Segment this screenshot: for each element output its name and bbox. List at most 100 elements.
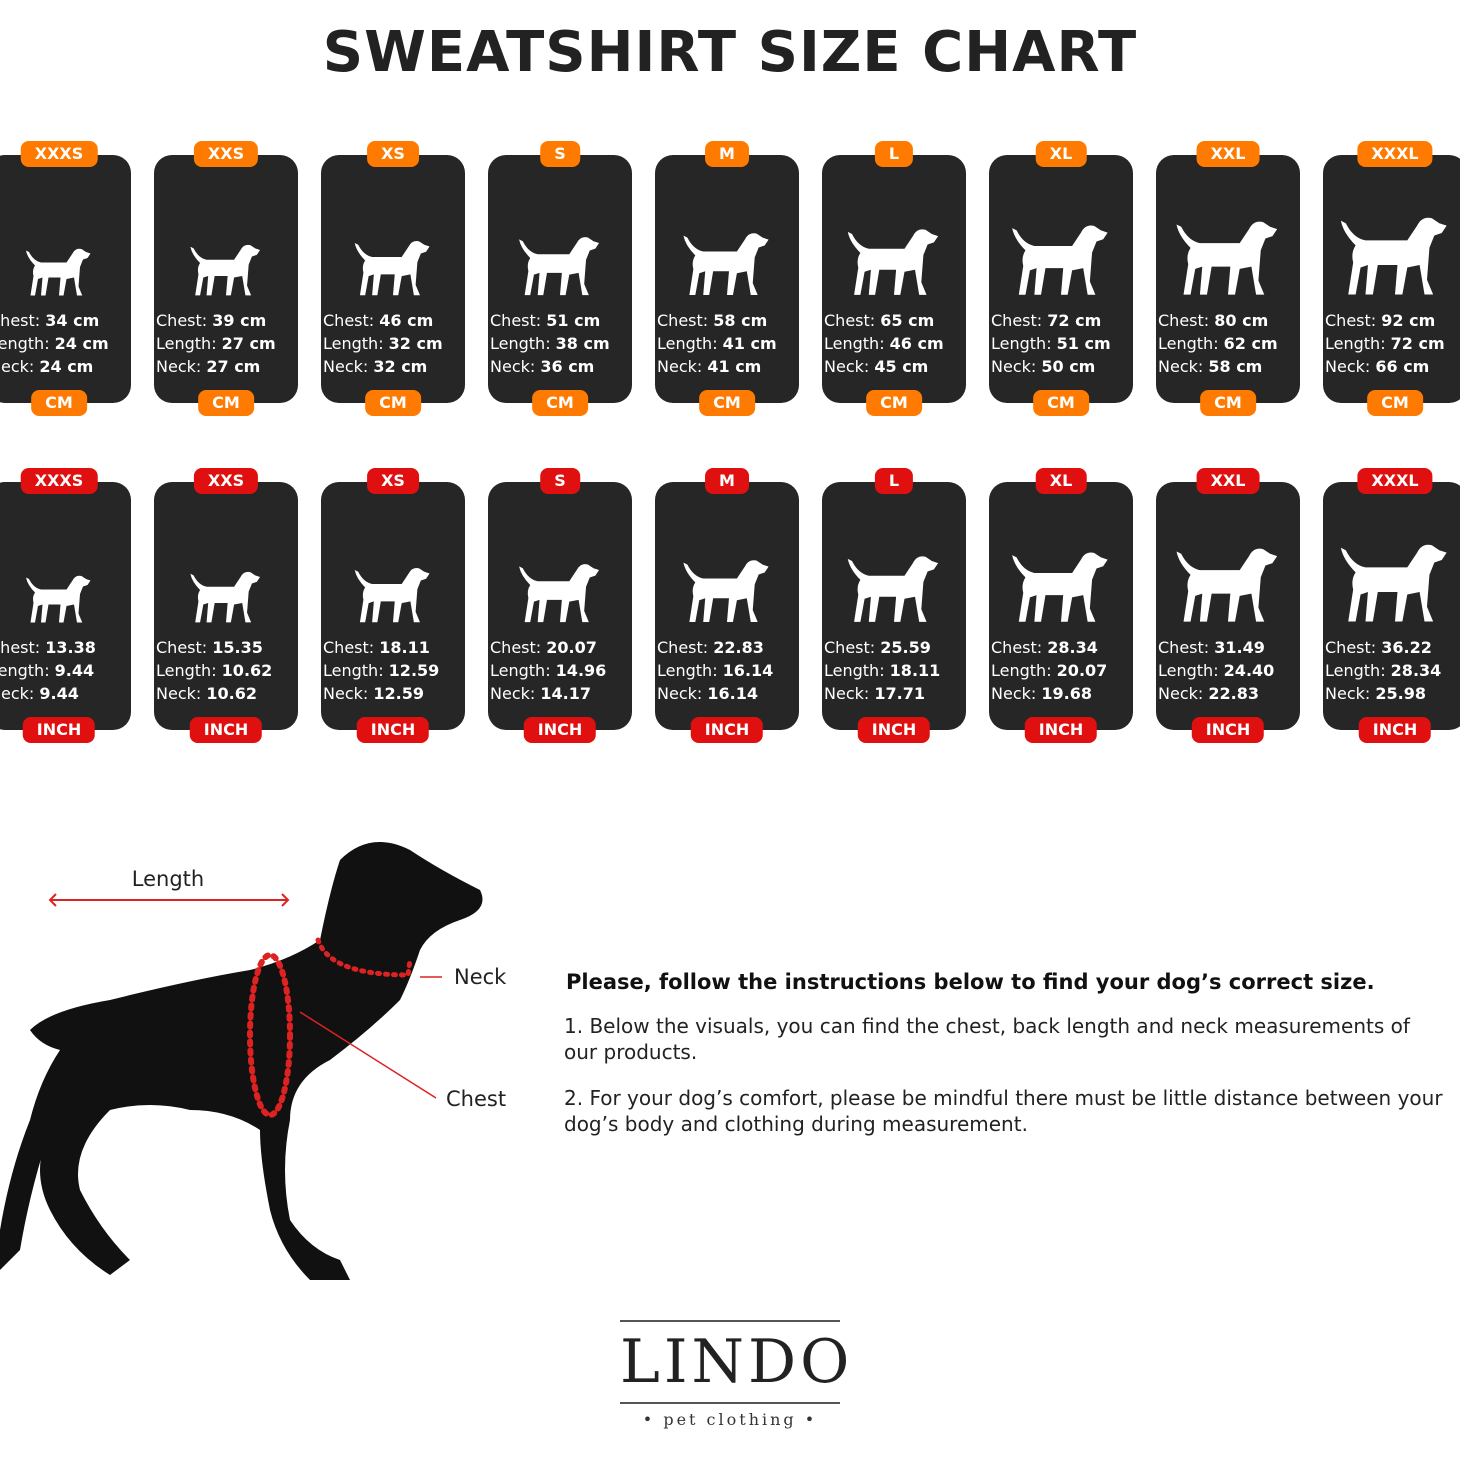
measure-label: Neck: (0, 684, 35, 703)
measure-value: 41 cm (707, 357, 762, 376)
dog-shape (354, 567, 430, 623)
measure-label: Chest: (323, 311, 375, 330)
measure-line: Neck: 17.71 (824, 684, 925, 703)
size-badge: XXXS (20, 468, 98, 494)
measure-value: 58 cm (1208, 357, 1263, 376)
measure-line: Chest: 51 cm (490, 311, 600, 330)
dog-shape (1012, 225, 1108, 295)
measure-line: Neck: 22.83 (1158, 684, 1259, 703)
measure-line: Length: 9.44 (0, 661, 94, 680)
measure-label: Neck: (490, 684, 536, 703)
measure-line: Neck: 25.98 (1325, 684, 1426, 703)
measure-value: 28.34 (1047, 638, 1098, 657)
measure-line: Neck: 24 cm (0, 357, 93, 376)
size-card: XL Chest: 72 cm Length: 51 cm Neck: 50 cm CM (989, 141, 1133, 416)
measure-value: 22.83 (713, 638, 764, 657)
measure-value: 27 cm (221, 334, 276, 353)
measure-line: Length: 62 cm (1158, 334, 1278, 353)
measure-label: Neck: (657, 684, 703, 703)
measure-value: 10.62 (206, 684, 257, 703)
measure-value: 31.49 (1214, 638, 1265, 657)
logo: LINDO (620, 1320, 849, 1404)
measure-value: 13.38 (45, 638, 96, 657)
measure-line: Chest: 92 cm (1325, 311, 1435, 330)
size-card: XXXSChest: 13.38Length: 9.44Neck: 9.44IN… (0, 468, 131, 743)
measure-label: Length: (1158, 661, 1219, 680)
measure-label: Length: (824, 661, 885, 680)
unit-badge: INCH (1191, 717, 1265, 743)
measure-value: 16.14 (707, 684, 758, 703)
unit-badge: INCH (523, 717, 597, 743)
measure-line: Length: 27 cm (156, 334, 276, 353)
measure-line: Neck: 41 cm (657, 357, 761, 376)
size-card: XS Chest: 18.11 Length: 12.59 Neck: 12.59 IN… (321, 468, 465, 743)
measure-label: Chest: (490, 638, 542, 657)
unit-badge: CM (532, 390, 588, 416)
dog-shape (519, 564, 600, 623)
measure-line: Length: 51 cm (991, 334, 1111, 353)
unit-badge: INCH (690, 717, 764, 743)
measure-label: Neck: (323, 684, 369, 703)
instruction-item: 2. For your dog’s comfort, please be min… (564, 1086, 1443, 1136)
size-card: XXXL Chest: 92 cm Length: 72 cm Neck: 66 cm… (1323, 141, 1460, 416)
measure-value: 72 cm (1047, 311, 1102, 330)
dog-icon (354, 240, 430, 296)
measure-line: Length: 41 cm (657, 334, 777, 353)
dog-icon (354, 567, 430, 623)
measure-label: Chest: (991, 311, 1043, 330)
measure-line: Neck: 10.62 (156, 684, 257, 703)
measure-line: Neck: 12.59 (323, 684, 424, 703)
measure-value: 32 cm (388, 334, 443, 353)
measure-value: 51 cm (546, 311, 601, 330)
measure-value: 18.11 (379, 638, 430, 657)
measure-label: Length: (1158, 334, 1219, 353)
dog-shape (683, 233, 769, 296)
size-card: XXXL Chest: 36.22 Length: 28.34 Neck: 25.98… (1323, 468, 1460, 743)
measure-label: Neck: (1158, 684, 1204, 703)
measure-label: Neck: (323, 357, 369, 376)
measure-value: 24 cm (54, 334, 109, 353)
size-badge: L (874, 468, 914, 494)
measure-line: Length: 24 cm (0, 334, 109, 353)
measure-value: 17.71 (874, 684, 925, 703)
measure-value: 46 cm (889, 334, 944, 353)
measure-line: Neck: 50 cm (991, 357, 1095, 376)
measure-line: Neck: 32 cm (323, 357, 427, 376)
measure-value: 14.17 (540, 684, 591, 703)
measure-label: Neck: (1325, 684, 1371, 703)
measure-line: Neck: 14.17 (490, 684, 591, 703)
unit-badge: CM (365, 390, 421, 416)
measure-line: Chest: 72 cm (991, 311, 1101, 330)
unit-badge: CM (699, 390, 755, 416)
measure-line: Chest: 39 cm (156, 311, 266, 330)
measure-diagram: Length Neck Chest (0, 842, 507, 1280)
unit-badge: INCH (1358, 717, 1432, 743)
dog-icon (847, 556, 939, 622)
measure-label: Length: (490, 661, 551, 680)
unit-badge: CM (31, 390, 87, 416)
size-card: M Chest: 58 cm Length: 41 cm Neck: 41 cm CM (655, 141, 799, 416)
measure-value: 46 cm (379, 311, 434, 330)
unit-badge: CM (198, 390, 254, 416)
dog-shape (1340, 544, 1447, 622)
measure-label: Neck: (991, 684, 1037, 703)
size-badge: XXL (1196, 468, 1260, 494)
measure-label: Length: (0, 661, 50, 680)
measure-label: Length: (657, 661, 718, 680)
measure-line: Chest: 46 cm (323, 311, 433, 330)
measure-value: 34 cm (45, 311, 100, 330)
measure-value: 38 cm (555, 334, 610, 353)
measure-value: 28.34 (1390, 661, 1442, 680)
measure-value: 45 cm (874, 357, 929, 376)
dog-icon (683, 560, 769, 623)
dog-icon (1340, 544, 1447, 622)
measure-value: 22.83 (1208, 684, 1259, 703)
measure-line: Length: 32 cm (323, 334, 443, 353)
measure-label: Length: (156, 661, 217, 680)
measure-value: 50 cm (1041, 357, 1096, 376)
measure-value: 65 cm (880, 311, 935, 330)
size-card: M Chest: 22.83 Length: 16.14 Neck: 16.14 INC… (655, 468, 799, 743)
dog-shape (354, 240, 430, 296)
instruction-item: 1. Below the visuals, you can find the c… (564, 1014, 1410, 1064)
measure-label: Length: (824, 334, 885, 353)
